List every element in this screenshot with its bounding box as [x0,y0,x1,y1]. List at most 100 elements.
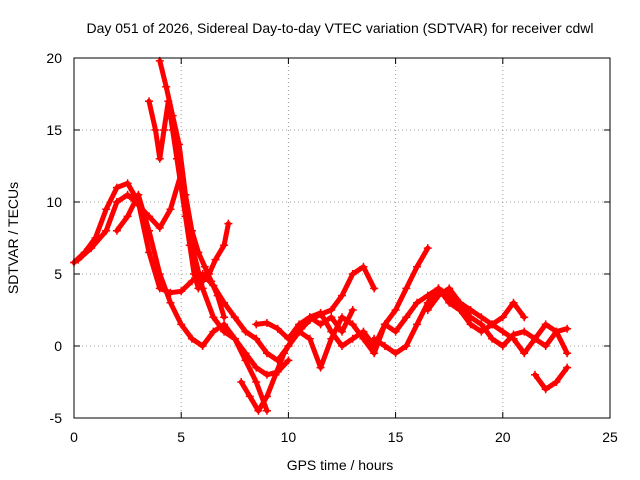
data-point [445,284,454,293]
data-point [520,327,529,336]
x-axis-label: GPS time / hours [287,457,394,473]
data-point [220,320,229,329]
data-point [112,226,121,235]
data-point [102,226,111,235]
data-point [190,270,199,278]
data-point [162,82,171,91]
data-point [102,205,111,214]
data-point [477,313,486,322]
data-point [563,324,572,333]
data-point [445,291,454,300]
data-point [175,140,184,149]
data-point [262,318,271,327]
x-tick-label: 20 [495,429,511,445]
data-point [211,255,220,264]
data-point [434,284,443,293]
data-point [252,334,261,343]
data-point [295,320,304,329]
y-tick-label: 10 [46,194,62,210]
data-point [198,342,207,350]
data-point [271,370,280,379]
data-point [252,378,261,386]
series-track-8 [284,284,464,372]
data-point [316,320,325,329]
data-point [498,342,507,350]
data-point [530,334,539,343]
data-point [530,370,539,379]
data-point [520,349,529,358]
data-point [145,97,154,106]
data-point [187,226,196,235]
series-line [425,285,570,356]
data-point [520,313,529,322]
data-point [541,320,550,329]
data-point [87,244,96,253]
x-tick-label: 10 [281,429,297,445]
data-point [477,327,486,336]
data-point [220,241,229,250]
data-point [509,298,518,307]
data-point [391,349,400,358]
plot-frame [73,57,611,419]
y-tick-label: 20 [46,50,62,66]
data-point [391,327,400,336]
data-point [305,334,314,343]
data-point [327,313,336,322]
data-point [230,334,239,343]
data-point [241,356,250,365]
data-point [466,320,475,329]
data-point [498,313,507,322]
data-point [262,370,271,379]
data-point [413,298,422,307]
data-point [200,262,209,271]
data-point [423,244,432,253]
data-point [284,356,293,365]
data-point [177,287,186,296]
data-point [402,313,411,322]
data-point [262,406,271,415]
data-point [123,179,132,188]
data-point [145,248,154,257]
data-point [151,126,160,134]
data-point [112,198,121,206]
data-point [181,190,190,199]
data-point [498,327,507,336]
data-point [155,154,164,163]
data-point [237,378,246,386]
data-point [359,334,368,343]
data-point [262,392,271,401]
series-line [446,293,527,335]
data-point [166,205,175,214]
data-point [370,284,379,293]
x-tick-label: 25 [602,429,618,445]
data-point [338,342,346,350]
plot-series [70,56,572,415]
data-point [155,270,164,278]
data-point [563,349,572,358]
data-point [254,406,263,415]
data-point [316,308,325,317]
data-point [434,291,443,300]
data-point [327,334,336,343]
data-point [295,327,304,336]
data-point [359,262,368,271]
data-point [284,342,293,350]
data-point [552,378,561,386]
data-point [112,183,121,192]
data-point [252,363,261,372]
data-point [348,334,357,343]
data-point [370,349,379,358]
data-point [155,284,164,293]
data-point [245,392,254,401]
data-point [187,334,196,343]
grid-lines [74,58,610,418]
data-point [241,327,250,336]
data-point [280,349,289,358]
data-point [327,306,336,314]
data-point [273,324,282,333]
data-point [305,313,314,322]
axis-ticks: 0 5 10 15 20 25 -5 0 5 10 15 20 [46,50,618,445]
data-point [177,320,186,329]
data-point [488,320,497,329]
